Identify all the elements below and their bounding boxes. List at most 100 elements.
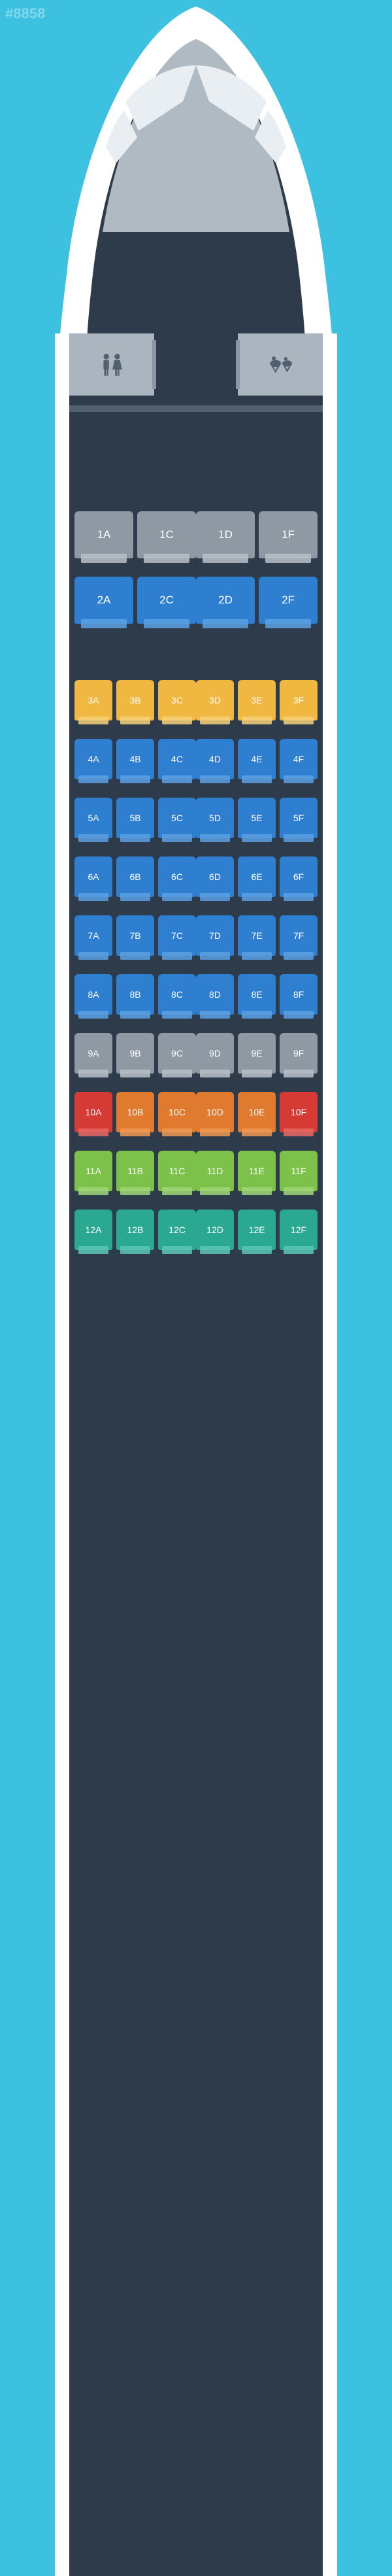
seat[interactable]: 1A: [74, 511, 133, 558]
seat-row: 6A 6B 6C 6D 6E 6F: [74, 856, 318, 897]
seat-label: 6D: [209, 872, 221, 882]
seat[interactable]: 1D: [196, 511, 255, 558]
seat[interactable]: 11B: [116, 1151, 154, 1191]
seat[interactable]: 6D: [196, 856, 234, 897]
seat[interactable]: 9E: [238, 1033, 276, 1074]
seat[interactable]: 10E: [238, 1092, 276, 1132]
seat-tray: [242, 1011, 272, 1019]
seat[interactable]: 6A: [74, 856, 112, 897]
seat-row: 12A12B 12C 12D 12E12F: [74, 1210, 318, 1250]
seat[interactable]: 12F: [280, 1210, 318, 1250]
seat[interactable]: 8D: [196, 974, 234, 1015]
seat[interactable]: 2A: [74, 577, 133, 624]
seat-tray: [265, 554, 311, 563]
seat[interactable]: 11A: [74, 1151, 112, 1191]
seat-label: 6B: [129, 872, 140, 882]
seat[interactable]: 7C: [158, 915, 196, 956]
seat[interactable]: 10C: [158, 1092, 196, 1132]
seat-label: 6F: [293, 872, 304, 882]
seat[interactable]: 11C: [158, 1151, 196, 1191]
seat[interactable]: 11E: [238, 1151, 276, 1191]
seat[interactable]: 11F: [280, 1151, 318, 1191]
seat-tray: [284, 952, 314, 960]
seat-label: 2C: [159, 594, 174, 607]
seat[interactable]: 3E: [238, 680, 276, 720]
lavatory: [69, 333, 154, 396]
seat[interactable]: 10F: [280, 1092, 318, 1132]
seat[interactable]: 3F: [280, 680, 318, 720]
seat[interactable]: 4F: [280, 739, 318, 779]
seat[interactable]: 8A: [74, 974, 112, 1015]
seat[interactable]: 4C: [158, 739, 196, 779]
seat[interactable]: 5D: [196, 798, 234, 838]
seat[interactable]: 5B: [116, 798, 154, 838]
seat-row: 5A5B5C5D5E5F: [74, 798, 318, 838]
seat-tray: [200, 1187, 230, 1195]
seat[interactable]: 10B: [116, 1092, 154, 1132]
seat[interactable]: 12D: [196, 1210, 234, 1250]
seat[interactable]: 7E: [238, 915, 276, 956]
seat[interactable]: 5C: [158, 798, 196, 838]
seat-label: 6E: [251, 872, 262, 882]
seat[interactable]: 6E: [238, 856, 276, 897]
seat[interactable]: 12E: [238, 1210, 276, 1250]
seat-label: 11D: [207, 1166, 223, 1176]
seat[interactable]: 3D: [196, 680, 234, 720]
seat[interactable]: 7B: [116, 915, 154, 956]
seat[interactable]: 12B: [116, 1210, 154, 1250]
seat[interactable]: 6B: [116, 856, 154, 897]
seat-label: 4A: [88, 754, 99, 764]
seat-tray: [242, 834, 272, 842]
seat[interactable]: 6C: [158, 856, 196, 897]
seat-tray: [200, 952, 230, 960]
seat-tray: [120, 1246, 150, 1254]
seat[interactable]: 8E: [238, 974, 276, 1015]
seat[interactable]: 7F: [280, 915, 318, 956]
seat[interactable]: 3A: [74, 680, 112, 720]
seat[interactable]: 11D: [196, 1151, 234, 1191]
seat[interactable]: 1C: [137, 511, 196, 558]
seat[interactable]: 12C: [158, 1210, 196, 1250]
seat[interactable]: 12A: [74, 1210, 112, 1250]
seat[interactable]: 2D: [196, 577, 255, 624]
seat[interactable]: 10A: [74, 1092, 112, 1132]
seat[interactable]: 9C: [158, 1033, 196, 1074]
seat[interactable]: 8B: [116, 974, 154, 1015]
seat[interactable]: 9D: [196, 1033, 234, 1074]
seat[interactable]: 5F: [280, 798, 318, 838]
seat[interactable]: 4E: [238, 739, 276, 779]
seat[interactable]: 7A: [74, 915, 112, 956]
seat-label: 8C: [171, 989, 183, 1000]
seat[interactable]: 9F: [280, 1033, 318, 1074]
seat-label: 8E: [251, 989, 262, 1000]
seat-label: 1C: [159, 528, 174, 541]
seat[interactable]: 5E: [238, 798, 276, 838]
seat-row: 9A9B9C9D9E 9F: [74, 1033, 318, 1074]
seat[interactable]: 9A: [74, 1033, 112, 1074]
seat[interactable]: 4D: [196, 739, 234, 779]
seat[interactable]: 7D: [196, 915, 234, 956]
seat-label: 12D: [206, 1225, 223, 1235]
seat-label: 7F: [293, 930, 304, 941]
seat-row: 10A10B 10C 10D10E10F: [74, 1092, 318, 1132]
seat[interactable]: 10D: [196, 1092, 234, 1132]
seat-label: 9F: [293, 1048, 304, 1059]
seat[interactable]: 9B: [116, 1033, 154, 1074]
seat-tray: [200, 775, 230, 783]
seat[interactable]: 1F: [259, 511, 318, 558]
seat[interactable]: 6F: [280, 856, 318, 897]
seat[interactable]: 5A: [74, 798, 112, 838]
seat-label: 12C: [169, 1225, 186, 1235]
seat[interactable]: 3B: [116, 680, 154, 720]
seat[interactable]: 2F: [259, 577, 318, 624]
seat-label: 4E: [251, 754, 262, 764]
seat-label: 6C: [171, 872, 183, 882]
seat-label: 10C: [169, 1107, 186, 1117]
seat-label: 6A: [88, 872, 99, 882]
seat[interactable]: 4B: [116, 739, 154, 779]
seat[interactable]: 4A: [74, 739, 112, 779]
seat[interactable]: 3C: [158, 680, 196, 720]
seat[interactable]: 8C: [158, 974, 196, 1015]
seat[interactable]: 2C: [137, 577, 196, 624]
seat[interactable]: 8F: [280, 974, 318, 1015]
